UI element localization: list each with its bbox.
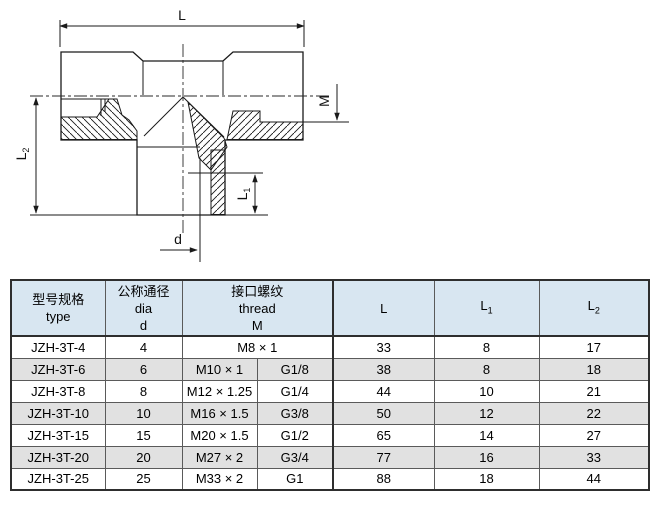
cell-L1: 8 <box>433 357 540 381</box>
header-thread-en: thread <box>238 300 276 316</box>
header-thread: 接口螺纹 thread M <box>181 279 334 337</box>
hatch-left-socket <box>60 98 138 140</box>
dim-label-L2: L2 <box>13 148 31 161</box>
drawing-svg: L M L2 L1 d <box>13 7 349 262</box>
header-L2: L2 <box>538 279 650 337</box>
dim-label-L2-base: L <box>13 152 29 160</box>
cell-L1: 18 <box>433 467 540 491</box>
cell-L: 65 <box>332 423 435 447</box>
cell-type: JZH-3T-8 <box>10 379 106 403</box>
header-type-en: type <box>45 309 71 324</box>
cell-thread-m: M20 × 1.5 <box>181 423 258 447</box>
cell-thread-g: G1/2 <box>256 423 334 447</box>
cell-thread-m: M16 × 1.5 <box>181 401 258 425</box>
cell-type: JZH-3T-25 <box>10 467 106 491</box>
cell-thread-g: G1 <box>256 467 334 491</box>
cell-type: JZH-3T-15 <box>10 423 106 447</box>
cell-L2: 27 <box>538 423 650 447</box>
header-dia: 公称通径 dia d <box>104 279 183 337</box>
cell-thread-g: G3/4 <box>256 445 334 469</box>
hatch-branch-wall <box>210 149 226 215</box>
header-L1-base: L <box>480 297 488 313</box>
cell-thread-m: M27 × 2 <box>181 445 258 469</box>
header-type: 型号规格 type <box>10 279 106 337</box>
header-row: 型号规格 type 公称通径 dia d 接口螺纹 thread M L L1 … <box>10 279 650 337</box>
cell-L1: 8 <box>433 335 540 359</box>
header-thread-symbol: M <box>251 317 263 333</box>
cell-L2: 18 <box>538 357 650 381</box>
cone-left <box>143 96 184 137</box>
cell-dia: 6 <box>104 357 183 381</box>
dim-label-L1-sub: 1 <box>242 188 252 193</box>
cell-thread-m: M10 × 1 <box>181 357 258 381</box>
cell-thread-m: M33 × 2 <box>181 467 258 491</box>
cell-type: JZH-3T-10 <box>10 401 106 425</box>
dim-label-L: L <box>178 7 186 23</box>
cell-type: JZH-3T-20 <box>10 445 106 469</box>
hatch-regions <box>60 98 304 215</box>
table-row: JZH-3T-10 10 M16 × 1.5 G3/8 50 12 22 <box>10 401 650 425</box>
cell-thread-merged: M8 × 1 <box>181 335 334 359</box>
cell-dia: 15 <box>104 423 183 447</box>
header-dia-cn: 公称通径 <box>117 283 170 299</box>
header-dia-symbol: d <box>139 317 148 333</box>
cell-dia: 4 <box>104 335 183 359</box>
cell-dia: 10 <box>104 401 183 425</box>
cell-thread-g: G1/4 <box>256 379 334 403</box>
cell-thread-g: G3/8 <box>256 401 334 425</box>
cell-L: 50 <box>332 401 435 425</box>
cell-dia: 8 <box>104 379 183 403</box>
header-L1-sub: 1 <box>487 305 493 316</box>
dim-label-L1-base: L <box>234 192 250 200</box>
cell-dia: 25 <box>104 467 183 491</box>
header-L2-base: L <box>587 297 595 313</box>
dim-label-d: d <box>174 231 182 247</box>
spec-table: 型号规格 type 公称通径 dia d 接口螺纹 thread M L L1 … <box>10 279 651 491</box>
cell-type: JZH-3T-6 <box>10 357 106 381</box>
dimensions <box>33 20 340 253</box>
dim-label-L1: L1 <box>234 188 252 201</box>
cell-L1: 14 <box>433 423 540 447</box>
cell-L: 77 <box>332 445 435 469</box>
tee-fitting-section-drawing: L M L2 L1 d <box>13 7 349 262</box>
cell-L2: 17 <box>538 335 650 359</box>
cell-thread-m: M12 × 1.25 <box>181 379 258 403</box>
cell-type: JZH-3T-4 <box>10 335 106 359</box>
cell-L2: 22 <box>538 401 650 425</box>
internal-edges <box>30 61 349 262</box>
cell-L: 88 <box>332 467 435 491</box>
dim-label-M: M <box>316 95 332 107</box>
cell-L: 44 <box>332 379 435 403</box>
header-L: L <box>332 279 435 337</box>
header-type-cn: 型号规格 <box>32 292 85 307</box>
header-L1: L1 <box>433 279 540 337</box>
cone-right <box>182 96 225 138</box>
cell-L: 38 <box>332 357 435 381</box>
cell-L: 33 <box>332 335 435 359</box>
hatch-right-socket <box>226 110 304 140</box>
cell-L1: 10 <box>433 379 540 403</box>
centerlines <box>30 44 330 233</box>
header-thread-cn: 接口螺纹 <box>231 283 284 299</box>
table-row: JZH-3T-20 20 M27 × 2 G3/4 77 16 33 <box>10 445 650 469</box>
table-row: JZH-3T-25 25 M33 × 2 G1 88 18 44 <box>10 467 650 491</box>
header-dia-en: dia <box>134 300 153 316</box>
table-row: JZH-3T-6 6 M10 × 1 G1/8 38 8 18 <box>10 357 650 381</box>
cell-L1: 16 <box>433 445 540 469</box>
header-L2-sub: 2 <box>594 305 600 316</box>
cell-L2: 33 <box>538 445 650 469</box>
cell-thread-g: G1/8 <box>256 357 334 381</box>
table-row: JZH-3T-4 4 M8 × 1 33 8 17 <box>10 335 650 359</box>
cell-dia: 20 <box>104 445 183 469</box>
cell-L2: 21 <box>538 379 650 403</box>
dim-label-L2-sub: 2 <box>21 148 31 153</box>
table-row: JZH-3T-15 15 M20 × 1.5 G1/2 65 14 27 <box>10 423 650 447</box>
cell-L2: 44 <box>538 467 650 491</box>
cell-L1: 12 <box>433 401 540 425</box>
table-row: JZH-3T-8 8 M12 × 1.25 G1/4 44 10 21 <box>10 379 650 403</box>
